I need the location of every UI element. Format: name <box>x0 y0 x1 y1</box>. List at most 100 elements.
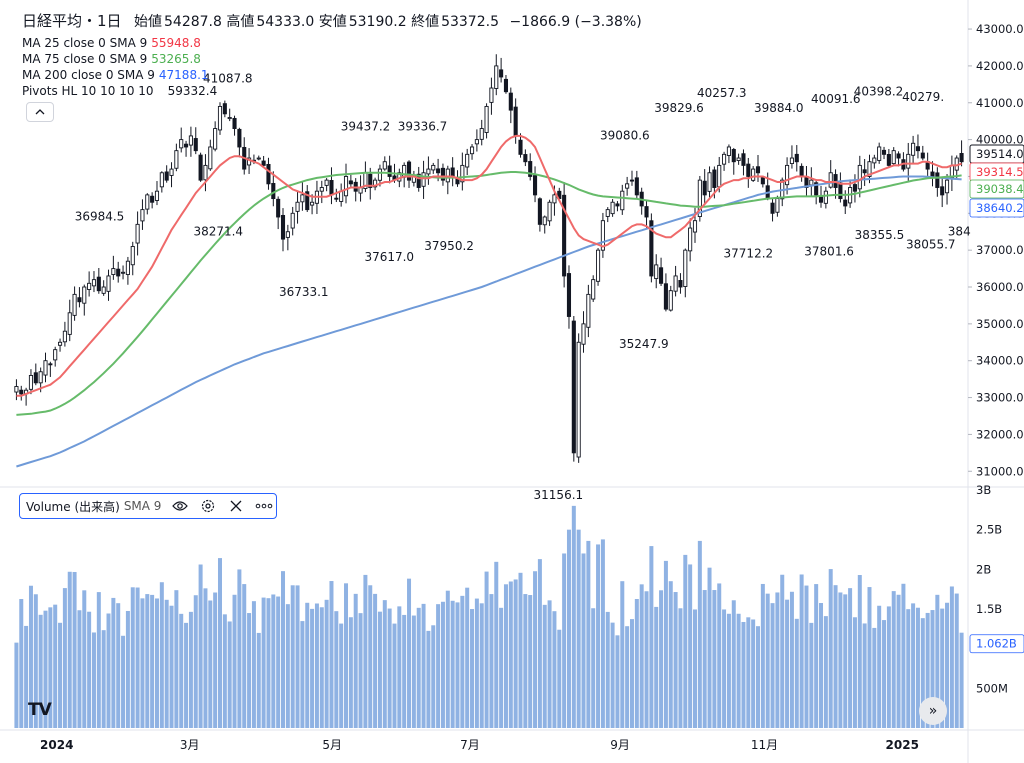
volume-bar <box>663 560 668 728</box>
volume-bar <box>819 603 824 728</box>
candle-body <box>852 184 857 192</box>
volume-bar <box>470 609 475 728</box>
ma200-legend[interactable]: MA 200 close 0 SMA 9 47188.1 <box>22 67 209 83</box>
change-value: −1866.9 (−3.38%) <box>509 14 642 30</box>
pivots-legend[interactable]: Pivots HL 10 10 10 10 59332.4 <box>22 83 217 99</box>
candle-body <box>726 146 731 156</box>
volume-bar <box>610 622 615 728</box>
volume-bar <box>915 607 920 728</box>
candle-body <box>688 227 693 252</box>
volume-bar <box>426 630 431 728</box>
collapse-legend-button[interactable] <box>26 102 54 122</box>
candle-body <box>96 276 101 292</box>
candle-body <box>518 139 523 155</box>
volume-bar <box>697 540 702 728</box>
volume-bar <box>62 588 67 728</box>
candle-body <box>479 128 484 140</box>
ma75-legend[interactable]: MA 75 close 0 SMA 9 53265.8 <box>22 51 201 67</box>
candle-body <box>77 297 82 303</box>
volume-bar <box>683 554 688 728</box>
volume-bar <box>145 594 150 728</box>
volume-bar <box>28 585 33 728</box>
candle-body <box>237 128 242 148</box>
volume-bar <box>654 606 659 728</box>
candle-body <box>814 182 819 196</box>
candle-body <box>654 264 659 280</box>
volume-bar <box>794 618 799 728</box>
pivots-value: 59332.4 <box>167 84 218 98</box>
volume-bar <box>533 571 538 728</box>
volume-bar <box>576 529 581 728</box>
volume-bar <box>431 625 436 728</box>
candle-body <box>707 172 712 192</box>
close-icon[interactable] <box>227 497 245 515</box>
volume-bar <box>722 609 727 728</box>
volume-bar <box>896 594 901 728</box>
volume-bar <box>38 614 43 728</box>
volume-bar <box>489 594 494 728</box>
volume-bar <box>814 584 819 728</box>
scroll-to-realtime-button[interactable]: » <box>919 697 947 725</box>
candle-body <box>857 164 862 190</box>
more-icon[interactable] <box>255 497 273 515</box>
candle-body <box>431 164 436 171</box>
ma25-legend[interactable]: MA 25 close 0 SMA 9 55948.8 <box>22 35 201 51</box>
time-tick-label: 3月 <box>180 738 200 752</box>
volume-bar <box>116 603 121 728</box>
volume-bar <box>164 599 169 728</box>
volume-tick-label: 2B <box>976 562 991 576</box>
volume-bar <box>882 620 887 728</box>
volume-bar <box>281 571 286 728</box>
symbol-name[interactable]: 日経平均・1日 <box>22 12 122 30</box>
candle-body <box>208 146 213 170</box>
volume-bar <box>673 592 678 728</box>
candle-body <box>697 179 702 218</box>
volume-bar <box>828 569 833 728</box>
candle-body <box>426 168 431 175</box>
volume-bar <box>450 600 455 728</box>
eye-icon[interactable] <box>171 497 189 515</box>
volume-bar <box>169 605 174 728</box>
volume-bar <box>14 642 19 728</box>
candle-body <box>620 190 625 211</box>
candle-body <box>746 163 751 177</box>
gear-icon[interactable] <box>199 497 217 515</box>
volume-legend[interactable]: Volume (出来高) SMA 9 <box>19 493 277 519</box>
candle-body <box>285 231 290 238</box>
candle-body <box>111 268 116 275</box>
volume-bar <box>901 583 906 728</box>
volume-bar <box>925 612 930 728</box>
candle-body <box>256 157 261 160</box>
candle-body <box>184 143 189 148</box>
pivot-label: 38355.5 <box>855 228 905 242</box>
candle-body <box>489 87 494 103</box>
candle-body <box>571 320 576 454</box>
candle-body <box>87 282 92 290</box>
candle-body <box>373 179 378 188</box>
candle-body <box>915 146 921 152</box>
volume-bar <box>857 575 862 728</box>
candle-body <box>280 214 286 240</box>
close-value: 53372.5 <box>441 14 499 30</box>
low-label: 安値 <box>318 14 347 30</box>
candle-body <box>499 69 504 78</box>
volume-bar <box>242 584 247 728</box>
volume-bar <box>707 567 712 728</box>
candlesticks <box>14 54 964 463</box>
price-label-text: 39514.0 <box>976 147 1024 161</box>
volume-sma-label: SMA 9 <box>123 499 162 513</box>
candle-body <box>586 293 591 328</box>
volume-bar <box>445 590 450 728</box>
ma75-line <box>16 171 962 416</box>
volume-bar <box>566 529 571 728</box>
volume-bar <box>159 582 164 728</box>
candle-body <box>339 190 344 202</box>
pivot-label: 39336.7 <box>398 119 448 133</box>
volume-bar <box>770 603 775 728</box>
candle-body <box>537 198 542 225</box>
volume-bar <box>523 594 528 728</box>
volume-bar <box>789 591 794 728</box>
candle-body <box>503 78 509 93</box>
candle-body <box>891 150 896 165</box>
